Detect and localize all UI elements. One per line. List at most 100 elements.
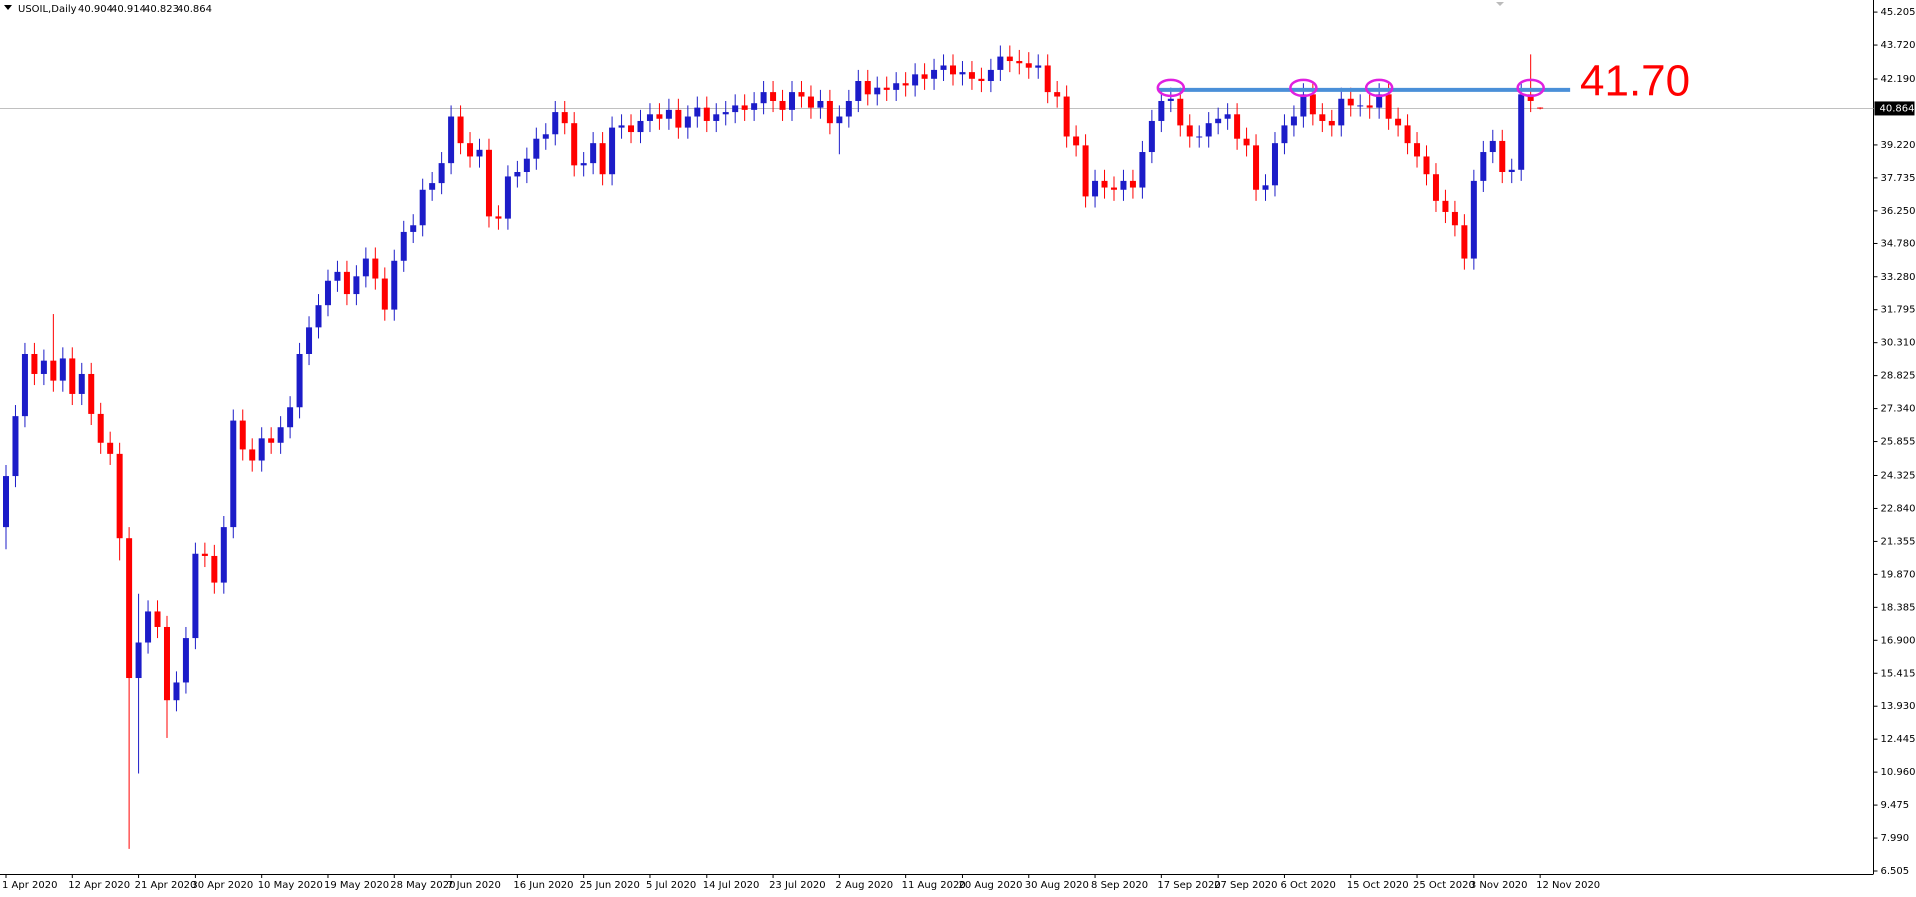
candle-body (1518, 94, 1525, 170)
candle-body (163, 626, 170, 701)
candle-body (192, 553, 199, 639)
candle-body (542, 134, 549, 139)
candle-body (1461, 225, 1468, 259)
candle-body (1177, 98, 1184, 126)
header-close: 40.864 (177, 4, 212, 15)
candle-body (135, 642, 142, 679)
x-tick-label: 25 Jun 2020 (580, 880, 640, 891)
candle-body (1281, 125, 1288, 144)
candle-body (239, 420, 246, 450)
candle-body (12, 416, 19, 477)
candle-body (1499, 140, 1506, 173)
candle-body (1508, 169, 1515, 173)
candle-body (1338, 98, 1345, 126)
candle-body (107, 442, 114, 454)
candle-body (268, 438, 275, 443)
candle-body (50, 360, 57, 381)
candle-body (561, 112, 568, 124)
x-tick-label: 14 Jul 2020 (703, 880, 760, 891)
candle-body (1319, 114, 1326, 121)
candle-body (467, 143, 474, 157)
candle-body (826, 100, 833, 124)
last-price-label: 40.864 (1880, 103, 1915, 114)
y-tick-label: 30.310 (1881, 338, 1916, 349)
x-tick-label: 6 Oct 2020 (1280, 880, 1335, 891)
candle-body (1480, 152, 1487, 181)
candle-body (599, 143, 606, 175)
candle-body (230, 420, 237, 528)
menu-icon[interactable] (4, 5, 12, 10)
candle-body (334, 271, 341, 281)
candle-body (684, 116, 691, 128)
y-tick-label: 10.960 (1881, 767, 1916, 778)
x-tick-label: 25 Oct 2020 (1413, 880, 1475, 891)
x-tick-label: 10 May 2020 (258, 880, 323, 891)
candle-body (1205, 123, 1212, 137)
candle-body (1101, 180, 1108, 188)
candle-body (987, 69, 994, 82)
candle-body (1414, 143, 1421, 157)
candle-body (1376, 94, 1383, 108)
candle-body (533, 138, 540, 159)
candle-body (306, 327, 313, 354)
y-tick-label: 7.990 (1881, 833, 1910, 844)
candle-body (779, 100, 786, 110)
candle-body (126, 538, 133, 679)
candle-body (950, 65, 956, 75)
candle-body (485, 149, 492, 217)
candle-body (476, 149, 483, 157)
x-tick-label: 1 Apr 2020 (2, 880, 57, 891)
candle-body (1357, 105, 1364, 107)
candle-body (1073, 136, 1080, 146)
candle-body (31, 353, 38, 374)
candle-body (770, 92, 777, 101)
y-tick-label: 37.735 (1881, 173, 1916, 184)
y-tick-label: 19.870 (1881, 569, 1916, 580)
candle-body (1120, 180, 1127, 190)
highlight-ellipse (1364, 78, 1394, 98)
candle-body (182, 638, 189, 683)
candle-body (552, 112, 559, 135)
x-tick-label: 12 Apr 2020 (68, 880, 130, 891)
candle-body (1234, 114, 1241, 139)
candle-body (495, 216, 502, 219)
candle-body (353, 276, 360, 295)
x-tick-label: 15 Oct 2020 (1347, 880, 1409, 891)
candle-body (1186, 125, 1193, 137)
candle-body (69, 358, 76, 394)
candle-body (40, 360, 47, 374)
candle-body (571, 123, 578, 166)
candle-body (1527, 94, 1534, 101)
candle-body (88, 373, 95, 414)
y-tick-label: 34.780 (1881, 238, 1916, 249)
candle-body (201, 553, 208, 556)
y-tick-label: 45.205 (1881, 7, 1916, 18)
candle-body (959, 72, 966, 75)
candle-body (646, 114, 653, 121)
candle-body (372, 258, 379, 279)
candle-body (874, 87, 881, 95)
candle-body (1025, 63, 1032, 68)
candle-body (173, 682, 180, 701)
y-tick-label: 21.355 (1881, 536, 1916, 547)
candle-body (211, 555, 218, 583)
candle-body (514, 172, 521, 177)
candle-body (798, 92, 805, 97)
candle-body (864, 81, 871, 95)
x-tick-label: 23 Jul 2020 (769, 880, 826, 891)
candle-body (694, 107, 701, 117)
x-tick-label: 20 Aug 2020 (958, 880, 1022, 891)
candle-body (1082, 145, 1089, 197)
y-tick-label: 13.930 (1881, 701, 1916, 712)
candle-body (296, 353, 303, 408)
y-tick-label: 42.190 (1881, 74, 1916, 85)
highlight-ellipse (1156, 78, 1186, 98)
header-high: 40.914 (111, 4, 146, 15)
candle-body (580, 163, 587, 166)
x-tick-label: 11 Aug 2020 (902, 880, 966, 891)
y-tick-label: 27.340 (1881, 404, 1916, 415)
candle-body (1044, 65, 1051, 93)
x-tick-label: 7 Jun 2020 (447, 880, 501, 891)
candle-body (817, 100, 824, 108)
candle-body (391, 260, 398, 310)
